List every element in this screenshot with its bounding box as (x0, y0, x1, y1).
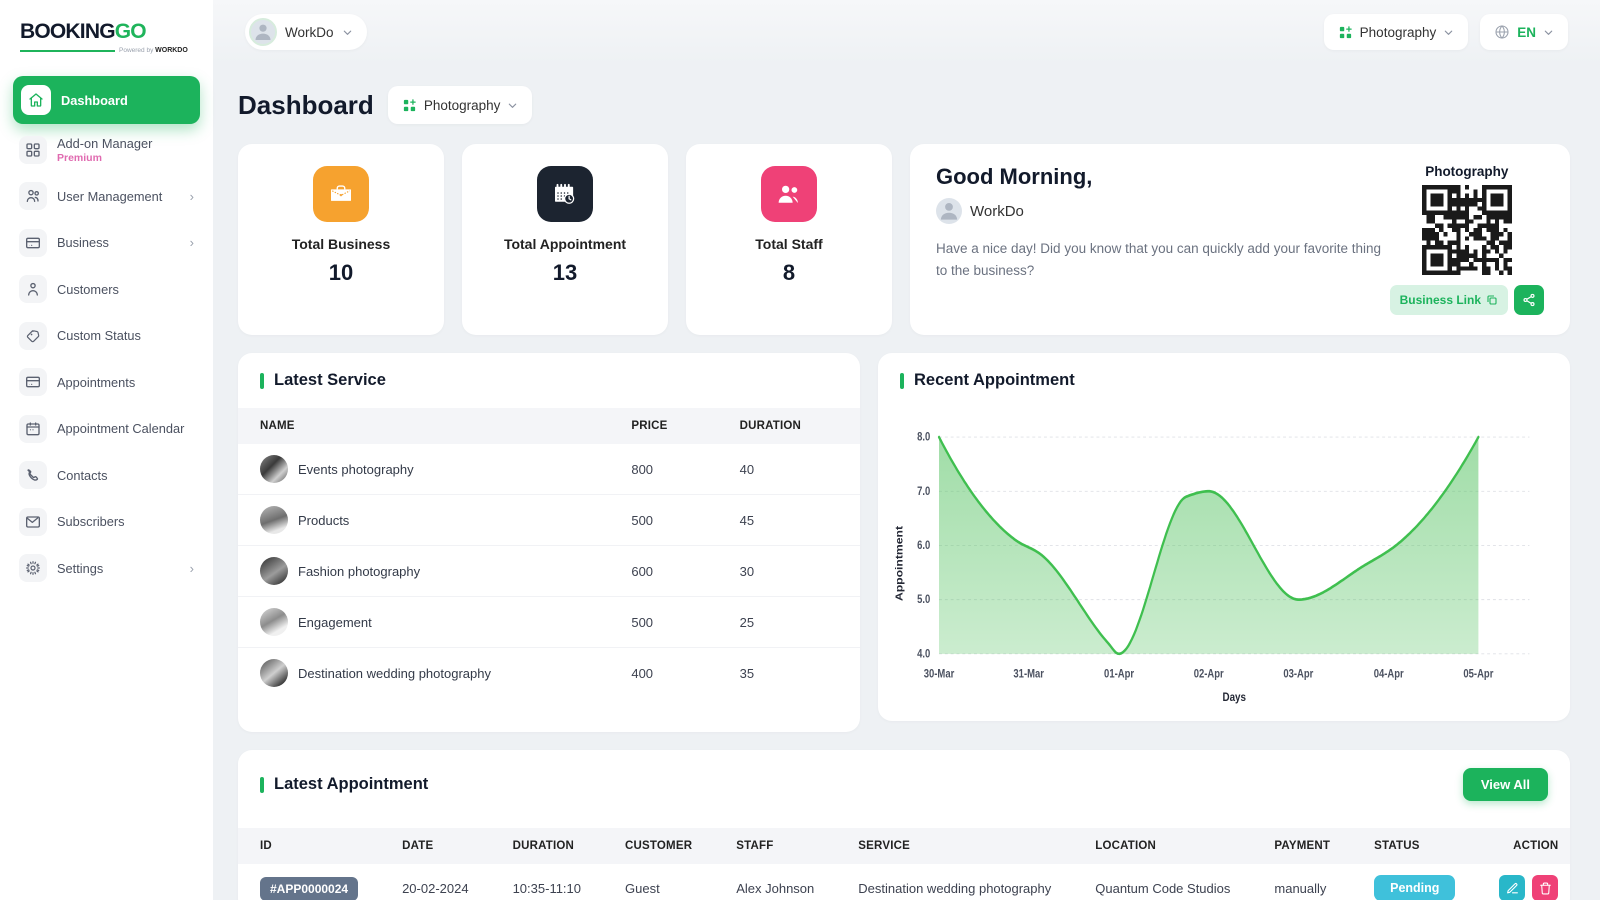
svg-text:4.0: 4.0 (917, 648, 930, 661)
svg-text:01-Apr: 01-Apr (1104, 667, 1134, 680)
svg-text:Days: Days (1222, 691, 1245, 704)
svg-text:30-Mar: 30-Mar (924, 667, 955, 680)
svg-text:Appointment: Appointment (895, 526, 906, 601)
svg-text:5.0: 5.0 (917, 593, 930, 606)
svg-text:05-Apr: 05-Apr (1463, 667, 1493, 680)
svg-text:03-Apr: 03-Apr (1283, 667, 1313, 680)
svg-text:6.0: 6.0 (917, 539, 930, 552)
svg-text:7.0: 7.0 (917, 485, 930, 498)
svg-text:31-Mar: 31-Mar (1013, 667, 1044, 680)
svg-text:02-Apr: 02-Apr (1194, 667, 1224, 680)
svg-text:04-Apr: 04-Apr (1374, 667, 1404, 680)
svg-text:8.0: 8.0 (917, 431, 930, 444)
